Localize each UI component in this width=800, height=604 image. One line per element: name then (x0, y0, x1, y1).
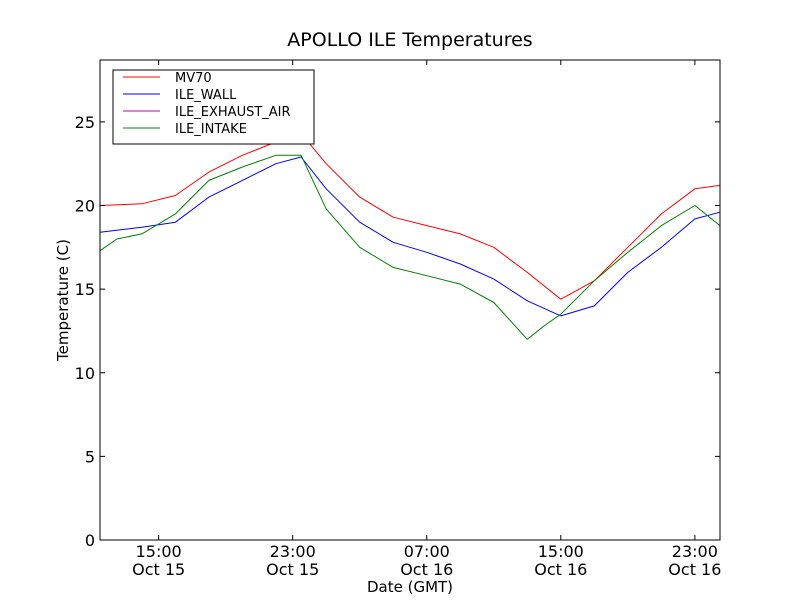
x-tick-label-date: Oct 16 (400, 560, 453, 579)
y-tick-label: 15 (75, 280, 95, 299)
x-tick-label-date: Oct 15 (132, 560, 185, 579)
x-tick-label-time: 23:00 (672, 542, 718, 561)
x-tick-label-date: Oct 16 (534, 560, 587, 579)
x-tick-label-time: 07:00 (404, 542, 450, 561)
legend-label-ile-intake: ILE_INTAKE (175, 122, 247, 137)
chart-title: APOLLO ILE Temperatures (287, 29, 532, 51)
x-tick-label-time: 23:00 (270, 542, 316, 561)
series-layer (99, 133, 721, 340)
legend-label-mv70: MV70 (175, 71, 212, 86)
y-tick-label: 5 (85, 447, 95, 466)
legend-label-ile-exhaust-air: ILE_EXHAUST_AIR (175, 105, 291, 120)
y-tick-label: 10 (75, 364, 95, 383)
x-tick-label-time: 15:00 (538, 542, 584, 561)
series-line-ile-wall (99, 156, 721, 317)
x-tick-label-date: Oct 16 (668, 560, 721, 579)
x-axis-label: Date (GMT) (367, 578, 453, 596)
y-tick-label: 20 (75, 197, 95, 216)
plot-frame (99, 59, 721, 541)
series-line-ile-intake (99, 154, 721, 340)
x-tick-label-date: Oct 15 (266, 560, 319, 579)
y-tick-label: 25 (75, 113, 95, 132)
series-line-mv70 (99, 133, 721, 300)
legend-label-ile-wall: ILE_WALL (175, 88, 237, 103)
legend-box (112, 69, 315, 145)
y-axis-ticks: 0 5 10 15 20 25 (75, 113, 720, 550)
y-tick-label: 0 (85, 531, 95, 550)
x-tick-label-time: 15:00 (136, 542, 182, 561)
y-axis-label: Temperature (C) (54, 239, 72, 362)
legend: MV70 ILE_WALL ILE_EXHAUST_AIR ILE_INTAKE (112, 69, 315, 145)
